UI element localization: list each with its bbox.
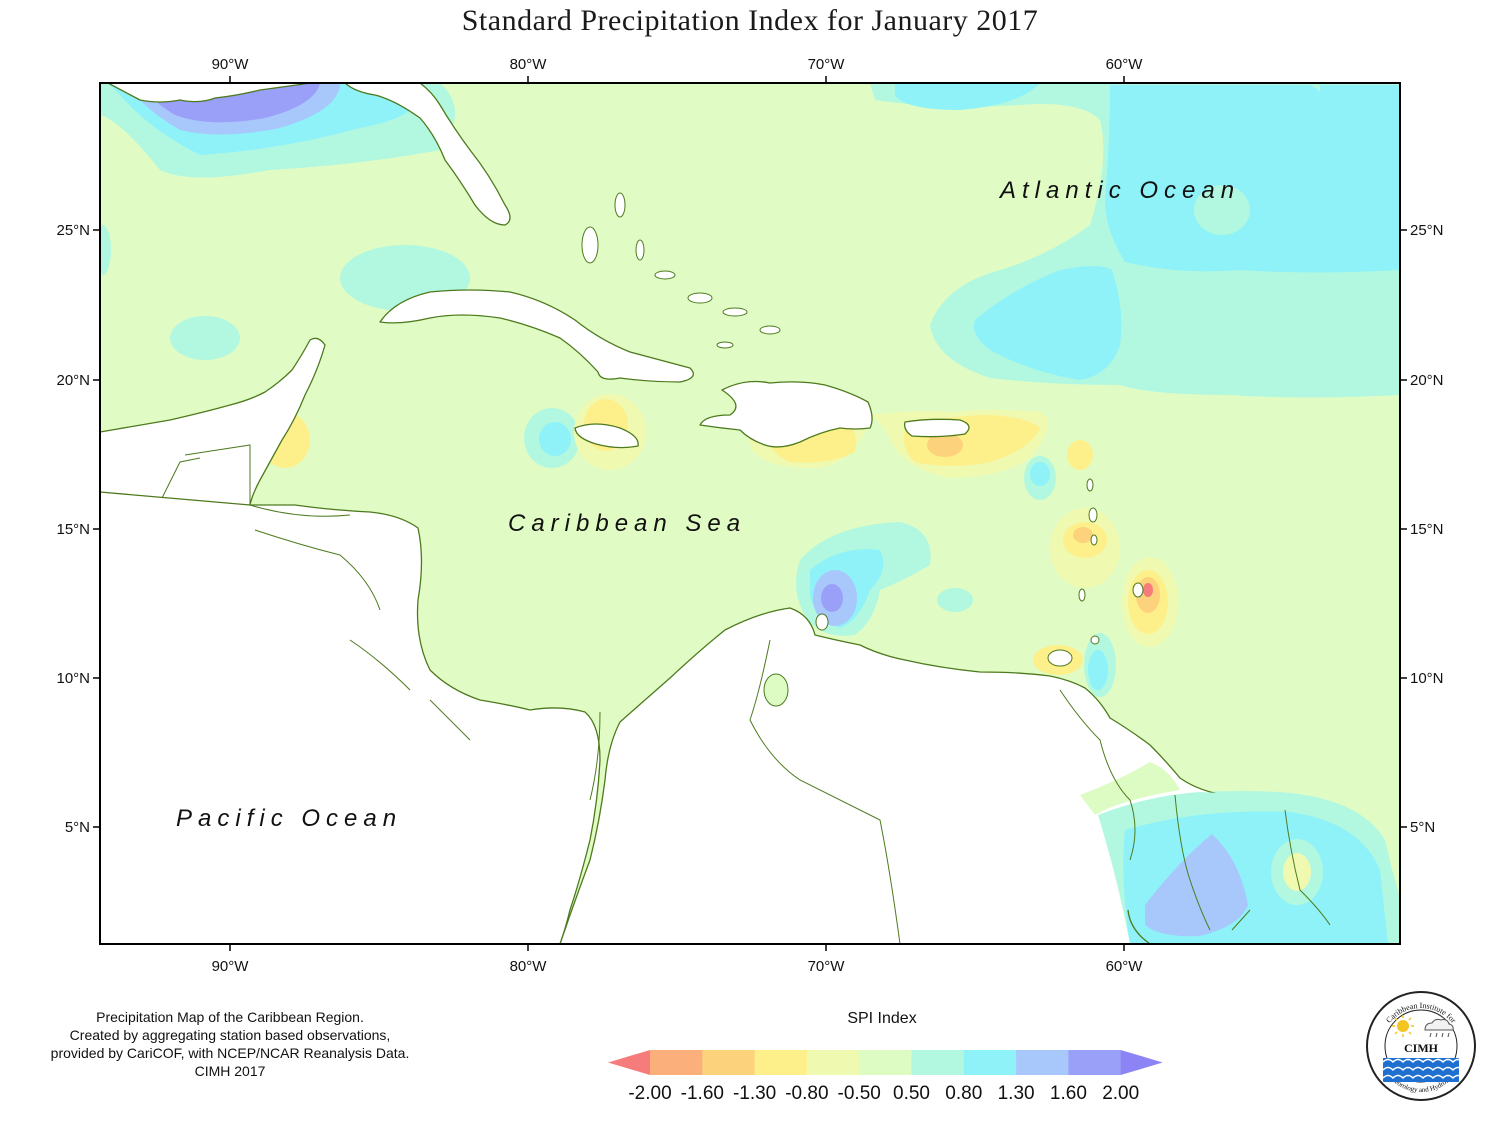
land-jamaica [574, 423, 639, 449]
legend-swatch [911, 1050, 965, 1075]
legend-swatch [859, 1050, 912, 1075]
legend-swatch [608, 1050, 650, 1075]
lon-tick-top-70: 70°W [808, 56, 846, 73]
lon-tick-bottom-90: 90°W [212, 958, 250, 975]
lat-tick-left-20: 20°N [56, 372, 90, 389]
lon-tick-top-90: 90°W [212, 56, 250, 73]
land-puerto-rico [904, 418, 970, 438]
land-cuba [379, 289, 694, 383]
logo-abbr: CIMH [1404, 1041, 1439, 1055]
tick-marks [93, 76, 1407, 951]
lat-tick-left-5: 5°N [65, 819, 90, 836]
legend-tick-label: -2.00 [628, 1083, 671, 1104]
legend-tick-label: -0.80 [785, 1083, 828, 1104]
rain-cloud-icon [1424, 1018, 1454, 1038]
credit-line: Created by aggregating station based obs… [69, 1027, 391, 1043]
legend-swatch [754, 1050, 808, 1075]
lat-tick-left-25: 25°N [56, 222, 90, 239]
label-pacific-ocean: Pacific Ocean [176, 805, 402, 832]
lon-tick-bottom-80: 80°W [510, 958, 548, 975]
lat-tick-left-15: 15°N [56, 521, 90, 538]
land-gulf-coast [100, 83, 311, 103]
legend-tick-label: 0.80 [945, 1083, 982, 1104]
wave-icon [1382, 1058, 1464, 1082]
credit-line: Precipitation Map of the Caribbean Regio… [96, 1009, 364, 1025]
land-florida [344, 83, 511, 226]
legend-swatch [650, 1050, 703, 1075]
lat-tick-right-15: 15°N [1410, 521, 1444, 538]
legend-swatch [1016, 1050, 1069, 1075]
map-frame [99, 82, 1401, 945]
legend-tick-label: -1.60 [681, 1083, 724, 1104]
label-caribbean-sea: Caribbean Sea [508, 510, 746, 537]
legend-swatch [1120, 1050, 1163, 1075]
legend-swatch [806, 1050, 860, 1075]
land-central-america [100, 491, 601, 944]
islands [581, 192, 1144, 707]
land-yucatan [100, 337, 326, 506]
legend-swatch [1068, 1050, 1122, 1075]
legend-tick-label: -0.50 [838, 1083, 881, 1104]
lon-tick-bottom-60: 60°W [1106, 958, 1144, 975]
map-title: Standard Precipitation Index for January… [461, 4, 1039, 37]
lat-tick-left-10: 10°N [56, 670, 90, 687]
legend-swatch [702, 1050, 756, 1075]
legend-tick-label: 1.30 [998, 1083, 1035, 1104]
credit-line: provided by CariCOF, with NCEP/NCAR Rean… [50, 1045, 410, 1061]
lon-tick-top-80: 80°W [510, 56, 548, 73]
lon-tick-bottom-70: 70°W [808, 958, 846, 975]
map-credits: Precipitation Map of the Caribbean Regio… [10, 1008, 450, 1080]
label-atlantic-ocean: Atlantic Ocean [998, 177, 1240, 204]
legend-swatch [963, 1050, 1017, 1075]
spi-map: 90°W 80°W 70°W 60°W 90°W 80°W 70°W 60°W … [56, 56, 1444, 975]
lat-tick-right-20: 20°N [1410, 372, 1444, 389]
lat-tick-right-25: 25°N [1410, 222, 1444, 239]
legend-title: SPI Index [847, 1010, 917, 1027]
lat-tick-right-5: 5°N [1410, 819, 1435, 836]
lat-tick-right-10: 10°N [1410, 670, 1444, 687]
lon-tick-top-60: 60°W [1106, 56, 1144, 73]
legend-tick-label: 2.00 [1102, 1083, 1139, 1104]
land-anomalies [1080, 762, 1400, 944]
sun-icon [1392, 1015, 1414, 1037]
borders [161, 444, 1331, 944]
cimh-logo: Caribbean Institute for Meteorology and … [1366, 991, 1476, 1101]
credit-line: CIMH 2017 [194, 1063, 266, 1079]
legend-tick-label: 1.60 [1050, 1083, 1087, 1104]
legend-tick-label: -1.30 [733, 1083, 776, 1104]
land-hispaniola [699, 380, 873, 448]
legend-tick-label: 0.50 [893, 1083, 930, 1104]
